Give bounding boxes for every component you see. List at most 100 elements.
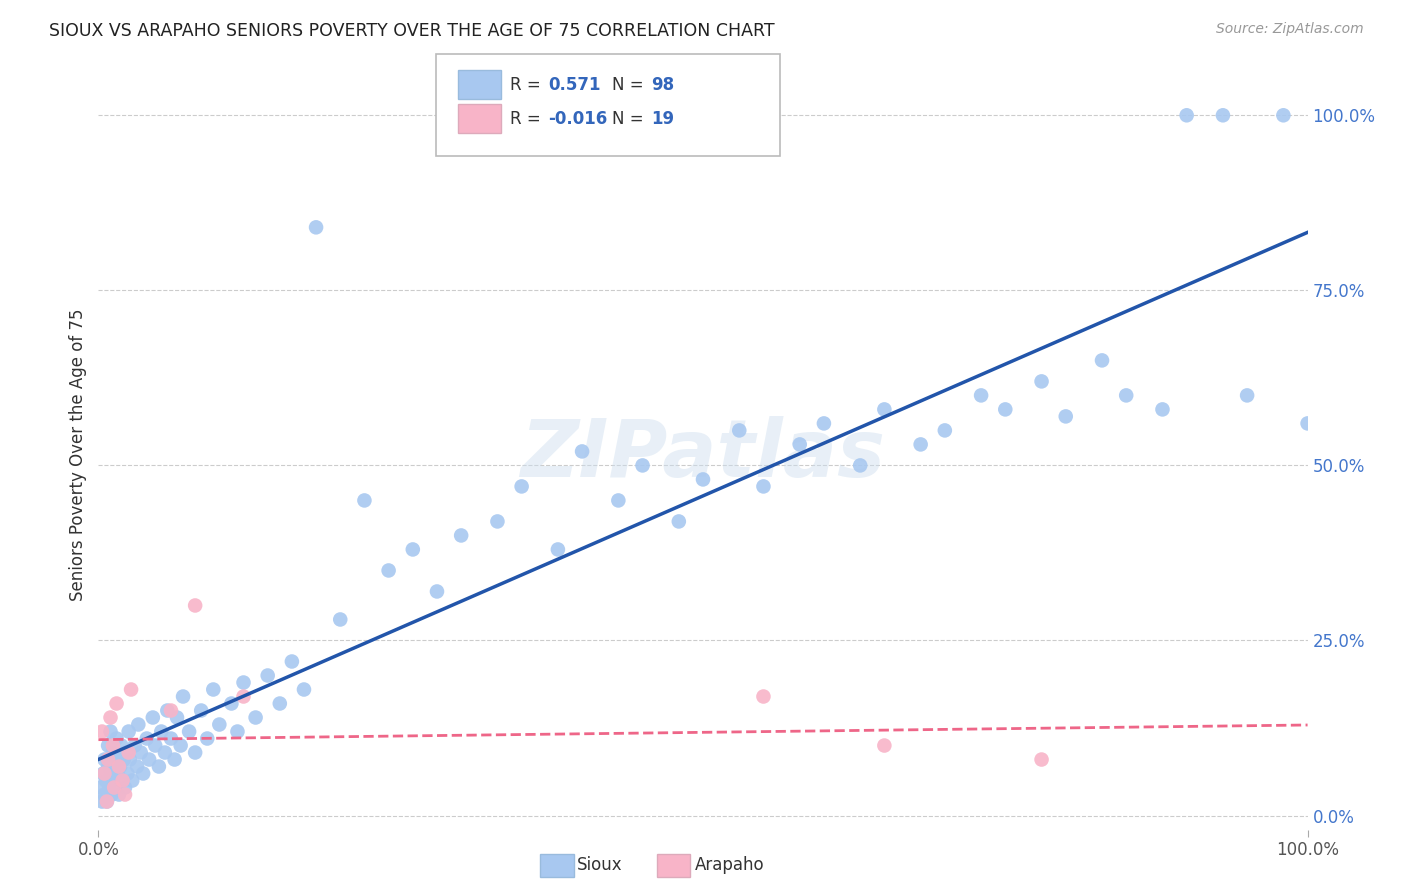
Point bbox=[402, 542, 425, 557]
Point bbox=[166, 710, 188, 724]
Point bbox=[292, 682, 315, 697]
Point bbox=[91, 724, 114, 739]
Text: N =: N = bbox=[612, 76, 648, 94]
Point bbox=[108, 788, 131, 802]
Point bbox=[160, 731, 183, 746]
Point bbox=[104, 780, 127, 795]
Point bbox=[208, 717, 231, 731]
Point bbox=[269, 697, 291, 711]
Point bbox=[163, 752, 186, 766]
Point bbox=[101, 773, 124, 788]
Point bbox=[970, 388, 993, 402]
Point bbox=[1272, 108, 1295, 122]
Point bbox=[101, 746, 124, 760]
Text: 0.571: 0.571 bbox=[548, 76, 600, 94]
Point bbox=[353, 493, 375, 508]
Point bbox=[426, 584, 449, 599]
Point bbox=[118, 746, 141, 760]
Point bbox=[179, 724, 201, 739]
Point bbox=[103, 780, 125, 795]
Point bbox=[450, 528, 472, 542]
Point bbox=[105, 752, 128, 766]
Text: Source: ZipAtlas.com: Source: ZipAtlas.com bbox=[1216, 22, 1364, 37]
Point bbox=[752, 479, 775, 493]
Point bbox=[118, 752, 141, 766]
Point bbox=[873, 402, 896, 417]
Text: Arapaho: Arapaho bbox=[695, 856, 765, 874]
Point bbox=[138, 752, 160, 766]
Point bbox=[103, 759, 125, 773]
Text: N =: N = bbox=[612, 110, 648, 128]
Point bbox=[150, 724, 173, 739]
Point bbox=[1212, 108, 1234, 122]
Point bbox=[93, 752, 115, 766]
Point bbox=[114, 780, 136, 795]
Point bbox=[94, 773, 117, 788]
Point bbox=[486, 515, 509, 529]
Point bbox=[108, 759, 131, 773]
Point bbox=[129, 746, 152, 760]
Point bbox=[135, 731, 157, 746]
Point bbox=[160, 704, 183, 718]
Point bbox=[148, 759, 170, 773]
Point bbox=[120, 682, 142, 697]
Point bbox=[631, 458, 654, 473]
Point bbox=[184, 746, 207, 760]
Point bbox=[377, 564, 399, 578]
Point bbox=[1031, 752, 1053, 766]
Point bbox=[100, 766, 122, 780]
Point bbox=[1175, 108, 1198, 122]
Point bbox=[100, 788, 122, 802]
Point bbox=[156, 704, 179, 718]
Point bbox=[127, 759, 149, 773]
Y-axis label: Seniors Poverty Over the Age of 75: Seniors Poverty Over the Age of 75 bbox=[69, 309, 87, 601]
Point bbox=[668, 515, 690, 529]
Point bbox=[105, 731, 128, 746]
Point bbox=[111, 773, 134, 788]
Text: 19: 19 bbox=[651, 110, 673, 128]
Point bbox=[190, 704, 212, 718]
Point bbox=[281, 655, 304, 669]
Point bbox=[97, 752, 120, 766]
Point bbox=[90, 780, 112, 795]
Text: SIOUX VS ARAPAHO SENIORS POVERTY OVER THE AGE OF 75 CORRELATION CHART: SIOUX VS ARAPAHO SENIORS POVERTY OVER TH… bbox=[49, 22, 775, 40]
Point bbox=[692, 472, 714, 486]
Point bbox=[108, 759, 131, 773]
Point bbox=[124, 739, 146, 753]
Point bbox=[789, 437, 811, 451]
Text: R =: R = bbox=[510, 76, 547, 94]
Point bbox=[93, 766, 115, 780]
Point bbox=[184, 599, 207, 613]
Point bbox=[1236, 388, 1258, 402]
Point bbox=[93, 788, 115, 802]
Point bbox=[232, 690, 254, 704]
Point bbox=[1054, 409, 1077, 424]
Point bbox=[91, 795, 114, 809]
Point bbox=[1115, 388, 1137, 402]
Point bbox=[221, 697, 243, 711]
Point bbox=[571, 444, 593, 458]
Point bbox=[510, 479, 533, 493]
Point bbox=[910, 437, 932, 451]
Point bbox=[121, 773, 143, 788]
Point bbox=[1296, 417, 1319, 431]
Point bbox=[115, 746, 138, 760]
Point bbox=[105, 697, 128, 711]
Text: Sioux: Sioux bbox=[576, 856, 621, 874]
Text: -0.016: -0.016 bbox=[548, 110, 607, 128]
Point bbox=[96, 795, 118, 809]
Point bbox=[100, 710, 122, 724]
Point bbox=[226, 724, 249, 739]
Point bbox=[143, 739, 166, 753]
Point bbox=[195, 731, 218, 746]
Point bbox=[91, 766, 114, 780]
Point bbox=[256, 668, 278, 682]
Point bbox=[169, 739, 191, 753]
Point bbox=[97, 739, 120, 753]
Point bbox=[607, 493, 630, 508]
Point bbox=[142, 710, 165, 724]
Text: 98: 98 bbox=[651, 76, 673, 94]
Point bbox=[97, 759, 120, 773]
Point bbox=[873, 739, 896, 753]
Point bbox=[329, 612, 352, 626]
